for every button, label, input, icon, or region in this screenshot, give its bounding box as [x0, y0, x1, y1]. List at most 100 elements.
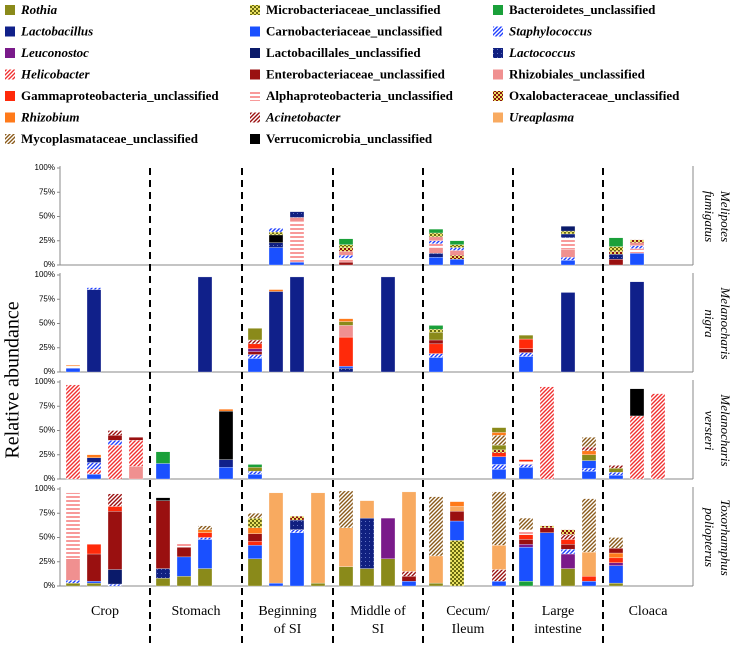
legend-swatch [5, 112, 15, 123]
bar-segment [581, 460, 597, 469]
bar-segment [86, 457, 102, 463]
bar-segment [560, 529, 576, 535]
bar-segment [338, 367, 354, 373]
row-label: Toxorhamphuspoliopterus [702, 499, 733, 576]
bar-segment [608, 565, 624, 584]
bar-segment [539, 386, 555, 480]
legend-swatch [250, 134, 260, 144]
bar-segment [581, 454, 597, 461]
legend-label: Acinetobacter [265, 109, 341, 124]
legend-label: Lactobacillales_unclassified [266, 45, 421, 60]
bar-segment [581, 446, 597, 452]
y-tick-label: 0% [43, 474, 55, 483]
bar-segment [629, 415, 645, 480]
bar-segment [518, 547, 534, 582]
bar-segment [359, 500, 375, 519]
bar-segment [608, 259, 624, 266]
section-label: Beginning [258, 604, 316, 619]
bar-segment [380, 276, 396, 373]
bar-segment [197, 525, 213, 530]
bar-segment [518, 461, 534, 465]
bar-segment [86, 553, 102, 582]
bar-segment [608, 557, 624, 563]
bar-segment [491, 449, 507, 453]
bar-segment [539, 532, 555, 587]
bar-segment [560, 259, 576, 266]
bar-segment [247, 354, 263, 359]
bar-segment [449, 506, 465, 512]
legend-label: Mycoplasmataceae_unclassified [21, 131, 199, 146]
bar-segment [491, 427, 507, 433]
bar-segment [155, 451, 171, 464]
bar-segment [218, 467, 234, 480]
bar-segment [539, 525, 555, 528]
bar-segment [268, 291, 284, 373]
bar-segment [491, 545, 507, 570]
bar-segment [449, 240, 465, 245]
bar-segment [155, 497, 171, 501]
bar-segment [560, 544, 576, 550]
legend-swatch [5, 26, 15, 37]
bar-segment [65, 582, 81, 587]
bar-segment [247, 545, 263, 559]
bar-segment [338, 255, 354, 259]
section-label: Crop [91, 604, 119, 619]
row-label-line: Melanocharis [718, 393, 733, 466]
bar-segment [491, 456, 507, 465]
bar-segment [428, 228, 444, 234]
row-label-line: Melipotes [718, 190, 733, 242]
bar-segment [338, 247, 354, 252]
bar-segment [650, 393, 666, 480]
bar-segment [338, 261, 354, 266]
bar-segment [65, 367, 81, 373]
bar-segment [428, 582, 444, 587]
bar-segment [197, 276, 213, 373]
bar-segment [560, 292, 576, 373]
row-label: Melanocharisversteri [702, 393, 733, 466]
y-tick-label: 0% [43, 581, 55, 590]
bar-segment [107, 435, 123, 441]
legend-label: Alphaproteobacteria_unclassified [266, 88, 454, 103]
bar-segment [518, 356, 534, 373]
y-tick-label: 0% [43, 367, 55, 376]
bar-segment [247, 358, 263, 373]
bar-segment [449, 540, 465, 587]
bar-segment [268, 227, 284, 233]
bar-segment [86, 462, 102, 470]
legend-swatch [493, 69, 503, 80]
bar-segment [86, 454, 102, 458]
bar-segment [428, 339, 444, 345]
bar-segment [247, 558, 263, 587]
bar-segment [428, 253, 444, 258]
bar-segment [428, 357, 444, 373]
bar-segment [268, 231, 284, 236]
bar-segment [608, 548, 624, 554]
y-tick-label: 50% [39, 319, 55, 328]
bar-segment [86, 469, 102, 475]
bar-segment [289, 217, 305, 222]
legend-label: Enterobacteriaceae_unclassified [266, 66, 446, 81]
bar-segment [518, 338, 534, 349]
row-label-line: nigra [702, 309, 717, 338]
bar-segment [268, 247, 284, 266]
bar-segment [449, 501, 465, 507]
row-label-line: fumigatus [702, 191, 717, 242]
bar-segment [518, 581, 534, 587]
legend-swatch [493, 5, 503, 15]
bar-segment [289, 261, 305, 266]
bar-segment [176, 556, 192, 577]
bar-segment [338, 325, 354, 338]
bar-segment [107, 440, 123, 446]
bar-segment [268, 242, 284, 248]
bar-segment [86, 287, 102, 290]
bar-segment [155, 568, 171, 579]
bar-segment [560, 233, 576, 238]
bar-segment [247, 348, 263, 352]
bar-segment [428, 325, 444, 330]
bar-segment [155, 500, 171, 569]
bar-segment [608, 472, 624, 476]
bar-segment [518, 534, 534, 540]
bar-segment [491, 435, 507, 446]
bar-segment [218, 409, 234, 412]
